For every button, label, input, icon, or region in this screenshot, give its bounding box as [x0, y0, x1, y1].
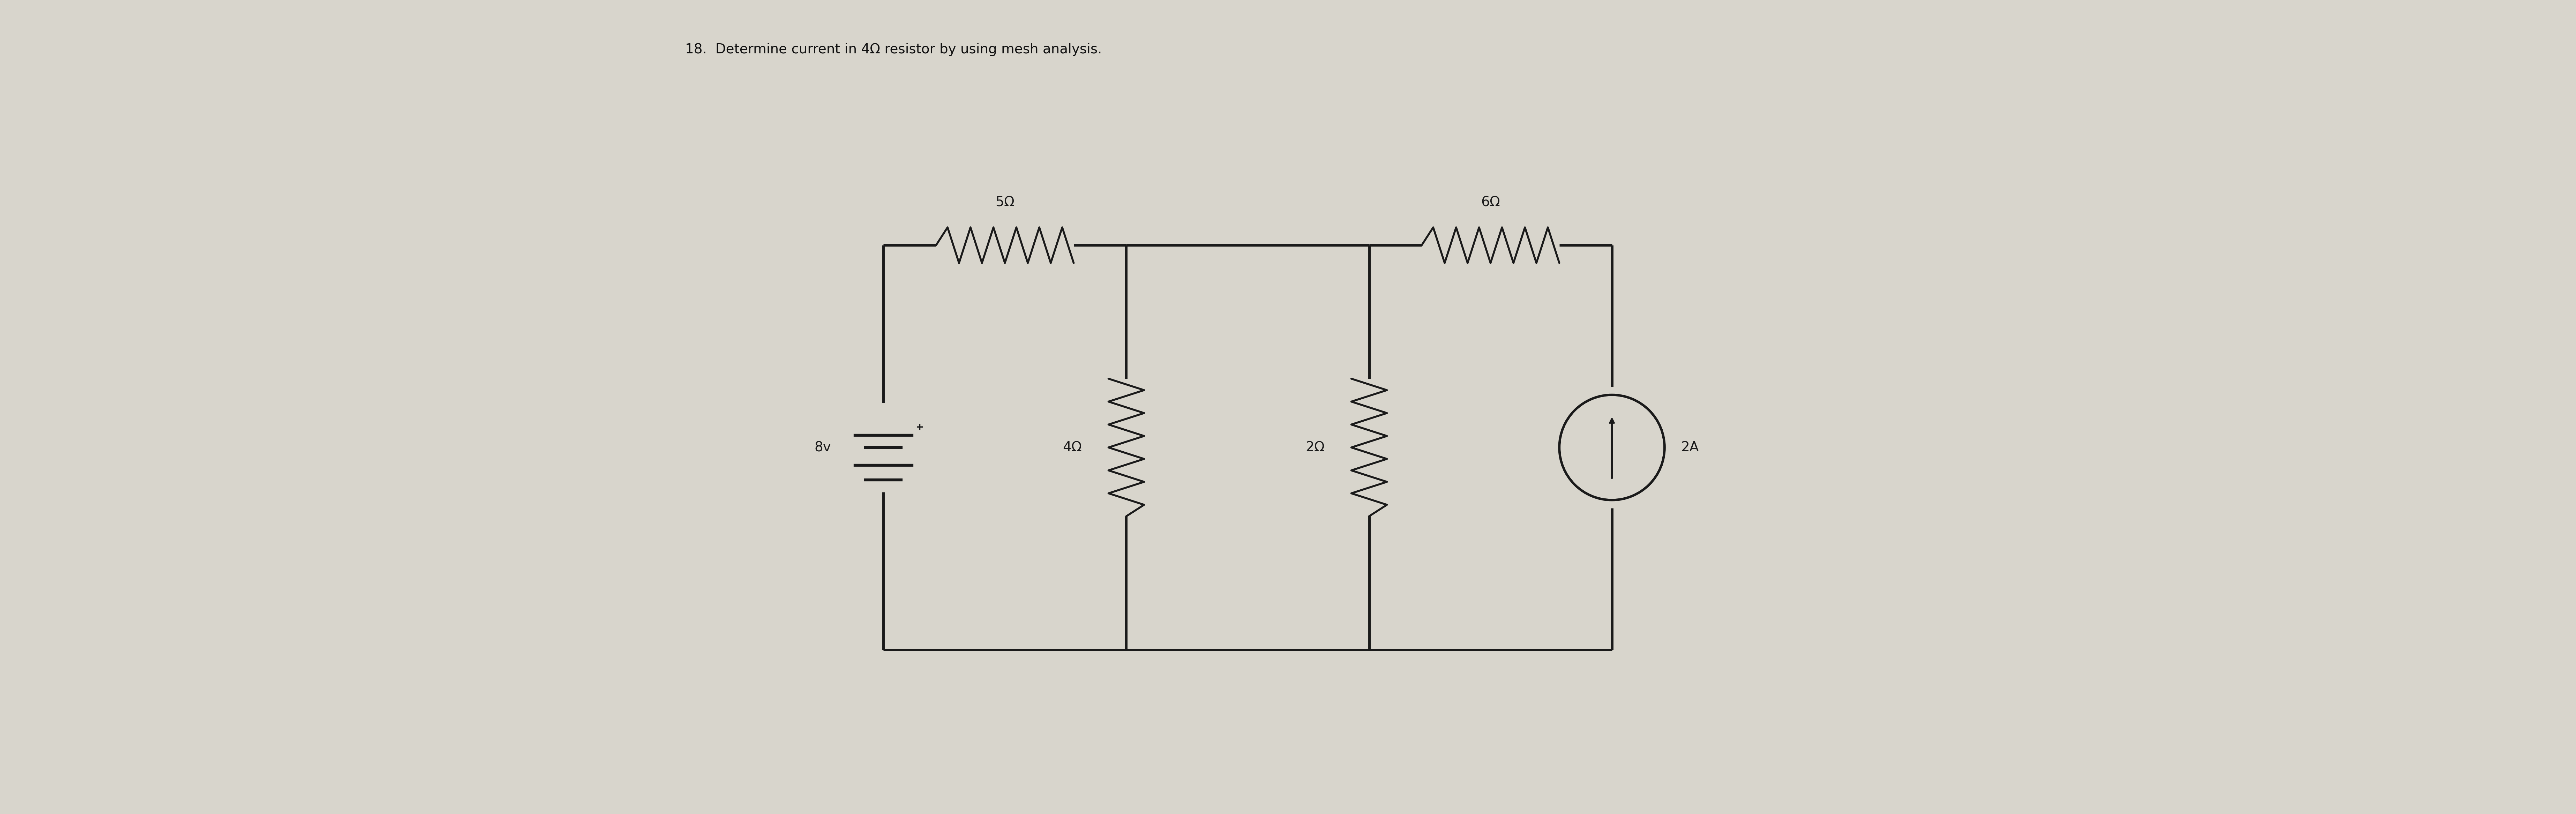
Text: 2$\Omega$: 2$\Omega$	[1306, 441, 1324, 454]
Text: 8v: 8v	[814, 441, 829, 454]
Text: 4$\Omega$: 4$\Omega$	[1061, 441, 1082, 454]
Text: +: +	[914, 422, 925, 432]
Text: 18.  Determine current in 4Ω resistor by using mesh analysis.: 18. Determine current in 4Ω resistor by …	[685, 43, 1103, 56]
Text: 2A: 2A	[1680, 441, 1698, 454]
Text: 6$\Omega$: 6$\Omega$	[1481, 195, 1499, 208]
Text: 5$\Omega$: 5$\Omega$	[994, 195, 1015, 208]
